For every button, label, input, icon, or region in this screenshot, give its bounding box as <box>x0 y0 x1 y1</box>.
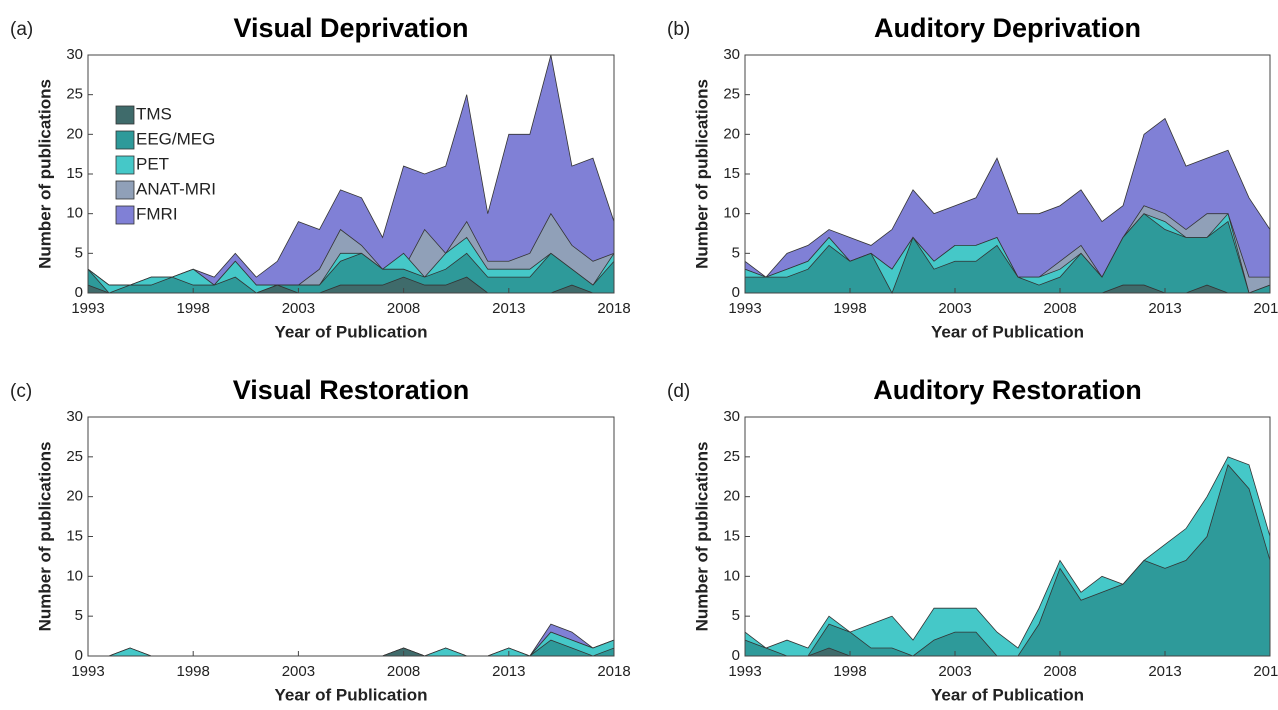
x-tick-label: 2018 <box>1253 300 1278 317</box>
y-tick-label: 20 <box>723 125 740 142</box>
x-tick-label: 1998 <box>177 663 210 680</box>
y-tick-label: 30 <box>723 408 740 425</box>
legend-swatch <box>115 155 135 175</box>
x-tick-label: 2008 <box>1043 663 1076 680</box>
x-tick-label: 1993 <box>728 300 761 317</box>
chart-title: Auditory Restoration <box>873 375 1142 405</box>
chart-title: Auditory Deprivation <box>874 13 1141 43</box>
x-axis-label: Year of Publication <box>274 322 427 341</box>
legend-swatch <box>115 130 135 150</box>
y-tick-label: 10 <box>723 567 740 584</box>
x-tick-label: 1993 <box>71 663 104 680</box>
legend-label: FMRI <box>136 204 178 223</box>
y-axis-label: Number of publications <box>692 442 711 632</box>
y-tick-label: 5 <box>732 607 740 624</box>
y-tick-label: 5 <box>75 244 83 261</box>
y-tick-label: 25 <box>66 86 83 103</box>
y-tick-label: 15 <box>723 527 740 544</box>
y-tick-label: 10 <box>66 205 83 222</box>
y-tick-label: 20 <box>723 488 740 505</box>
x-tick-label: 2003 <box>938 663 971 680</box>
x-tick-label: 1998 <box>833 663 866 680</box>
y-tick-label: 25 <box>723 86 740 103</box>
y-tick-label: 0 <box>75 647 83 664</box>
y-tick-label: 15 <box>66 527 83 544</box>
plot-frame <box>87 416 615 657</box>
y-axis-label: Number of publications <box>692 79 711 269</box>
y-tick-label: 10 <box>66 567 83 584</box>
x-tick-label: 1993 <box>71 300 104 317</box>
x-tick-label: 1998 <box>833 300 866 317</box>
x-tick-label: 2018 <box>1253 663 1278 680</box>
x-tick-label: 1998 <box>177 300 210 317</box>
legend-label: TMS <box>136 104 172 123</box>
x-tick-label: 2008 <box>387 663 420 680</box>
y-tick-label: 25 <box>723 448 740 465</box>
area <box>744 213 1271 294</box>
panel-label: (a) <box>10 19 33 40</box>
x-tick-label: 2013 <box>1148 300 1181 317</box>
y-tick-label: 15 <box>66 165 83 182</box>
legend-swatch <box>115 180 135 200</box>
panel-label: (d) <box>667 381 690 402</box>
x-tick-label: 2018 <box>597 663 630 680</box>
y-tick-label: 30 <box>66 46 83 63</box>
legend-label: EEG/MEG <box>136 129 215 148</box>
legend-swatch <box>115 205 135 225</box>
y-tick-label: 30 <box>66 408 83 425</box>
y-tick-label: 30 <box>723 46 740 63</box>
panel-label: (c) <box>10 381 32 402</box>
x-axis-label: Year of Publication <box>931 322 1084 341</box>
panel: (d) Auditory Restoration 0 5 10 15 20 25 30 1993 1… <box>667 375 1278 704</box>
legend-swatch <box>115 105 135 125</box>
x-axis-label: Year of Publication <box>274 685 427 704</box>
y-axis-label: Number of publications <box>35 442 54 632</box>
y-tick-label: 0 <box>732 647 740 664</box>
y-tick-label: 10 <box>723 205 740 222</box>
y-tick-label: 5 <box>75 607 83 624</box>
x-tick-label: 2003 <box>282 300 315 317</box>
panel: (a) Visual Deprivation 0 5 10 15 20 25 30 1993 199… <box>10 13 631 341</box>
panel: (b) Auditory Deprivation 0 5 10 15 20 25 30 1993 1… <box>667 13 1278 341</box>
panel: (c) Visual Restoration 0 5 10 15 20 25 30 1993 199… <box>10 375 631 704</box>
x-tick-label: 2003 <box>282 663 315 680</box>
y-tick-label: 0 <box>75 284 83 301</box>
y-tick-label: 15 <box>723 165 740 182</box>
x-tick-label: 2013 <box>1148 663 1181 680</box>
x-tick-label: 2008 <box>1043 300 1076 317</box>
chart-title: Visual Restoration <box>233 375 470 405</box>
y-tick-label: 5 <box>732 244 740 261</box>
x-tick-label: 2018 <box>597 300 630 317</box>
x-tick-label: 2003 <box>938 300 971 317</box>
y-tick-label: 20 <box>66 125 83 142</box>
x-tick-label: 2008 <box>387 300 420 317</box>
chart-title: Visual Deprivation <box>233 13 468 43</box>
legend-label: PET <box>136 154 169 173</box>
legend-label: ANAT-MRI <box>136 179 216 198</box>
area <box>87 252 615 294</box>
y-tick-label: 20 <box>66 488 83 505</box>
y-tick-label: 25 <box>66 448 83 465</box>
x-tick-label: 2013 <box>492 663 525 680</box>
y-axis-label: Number of publications <box>35 79 54 269</box>
panel-label: (b) <box>667 19 690 40</box>
x-tick-label: 2013 <box>492 300 525 317</box>
x-axis-label: Year of Publication <box>931 685 1084 704</box>
y-tick-label: 0 <box>732 284 740 301</box>
x-tick-label: 1993 <box>728 663 761 680</box>
